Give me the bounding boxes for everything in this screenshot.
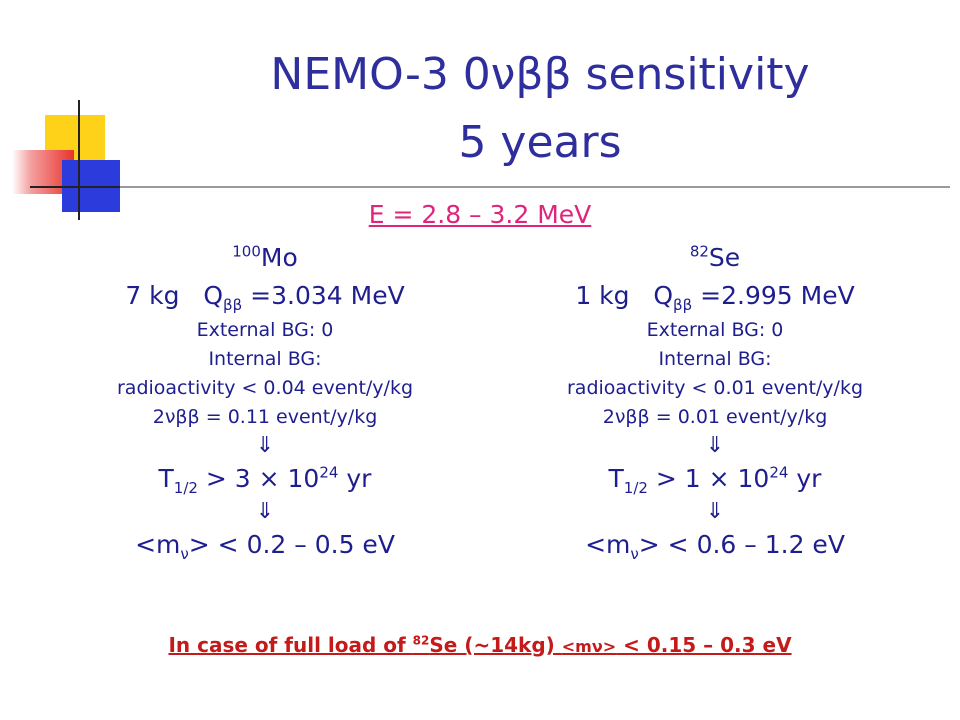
mass-label-nu: ν bbox=[630, 545, 639, 563]
q-value: =3.034 MeV bbox=[250, 281, 405, 310]
source-mass: 7 kg bbox=[125, 281, 180, 310]
isotope-symbol: Mo bbox=[260, 243, 298, 272]
down-arrow-icon: ⇓ bbox=[705, 433, 725, 458]
mass-and-q-value: 7 kg Qββ =3.034 MeV bbox=[30, 276, 500, 316]
down-arrow-icon: ⇓ bbox=[255, 499, 275, 524]
internal-bg: Internal BG: bbox=[208, 348, 322, 370]
two-nu-value: = 0.11 event/y/kg bbox=[205, 406, 378, 428]
energy-window: E = 2.8 – 3.2 MeV bbox=[368, 200, 592, 229]
mass-label-open: <m bbox=[585, 530, 631, 559]
mass-label-nu: ν bbox=[180, 545, 189, 563]
mass-range: < 0.6 – 1.2 eV bbox=[659, 530, 845, 559]
half-life-subscript: 1/2 bbox=[173, 479, 198, 497]
half-life-value: > 1 × 10 bbox=[647, 464, 770, 493]
external-bg: External BG: 0 bbox=[646, 319, 784, 341]
note-prefix: In case of full load of bbox=[168, 633, 413, 657]
isotope-label: 100Mo bbox=[30, 240, 500, 276]
radioactivity-bg: radioactivity < 0.01 event/y/kg bbox=[566, 377, 864, 399]
radioactivity-bg: radioactivity < 0.04 event/y/kg bbox=[116, 377, 414, 399]
se82-column: 82Se 1 kg Qββ =2.995 MeV External BG: 0 … bbox=[480, 240, 950, 564]
two-nu-bg: 2νββ = 0.01 event/y/kg bbox=[480, 403, 950, 432]
note-mass-range: < 0.15 – 0.3 eV bbox=[616, 633, 792, 657]
slide-title-line1: NEMO-3 0νββ sensitivity bbox=[270, 49, 810, 100]
q-subscript: ββ bbox=[223, 296, 243, 314]
mass-label-open: <m bbox=[135, 530, 181, 559]
deco-vertical-line bbox=[78, 100, 80, 220]
half-life-limit: T1/2 > 1 × 1024 yr bbox=[480, 460, 950, 498]
down-arrow-icon: ⇓ bbox=[705, 499, 725, 524]
half-life-symbol: T bbox=[158, 464, 174, 493]
slide-title-line2: 5 years bbox=[458, 117, 622, 168]
two-nu-label: 2νββ bbox=[152, 406, 200, 428]
mass-and-q-value: 1 kg Qββ =2.995 MeV bbox=[480, 276, 950, 316]
deco-horizontal-line bbox=[30, 186, 950, 188]
down-arrow-icon: ⇓ bbox=[255, 433, 275, 458]
isotope-symbol: Se bbox=[708, 243, 741, 272]
half-life-exponent: 24 bbox=[769, 463, 789, 482]
internal-bg: Internal BG: bbox=[658, 348, 772, 370]
half-life-limit: T1/2 > 3 × 1024 yr bbox=[30, 460, 500, 498]
q-label: Q bbox=[203, 281, 224, 310]
note-isotope-mass: 82 bbox=[412, 633, 430, 648]
neutrino-mass-limit: <mν> < 0.6 – 1.2 eV bbox=[480, 526, 950, 564]
note-middle: Se (~14kg) bbox=[429, 633, 562, 657]
q-label: Q bbox=[653, 281, 674, 310]
q-value: =2.995 MeV bbox=[700, 281, 855, 310]
mass-label-close: > bbox=[638, 530, 660, 559]
two-nu-value: = 0.01 event/y/kg bbox=[655, 406, 828, 428]
half-life-subscript: 1/2 bbox=[623, 479, 648, 497]
external-bg: External BG: 0 bbox=[196, 319, 334, 341]
full-load-note: In case of full load of 82Se (~14kg) <mν… bbox=[0, 633, 960, 657]
q-subscript: ββ bbox=[673, 296, 693, 314]
half-life-unit: yr bbox=[338, 464, 372, 493]
half-life-value: > 3 × 10 bbox=[197, 464, 320, 493]
deco-short-horizontal-line bbox=[30, 186, 120, 188]
two-nu-label: 2νββ bbox=[602, 406, 650, 428]
note-neutrino-mass-label: <mν> bbox=[561, 637, 617, 656]
isotope-label: 82Se bbox=[480, 240, 950, 276]
half-life-exponent: 24 bbox=[319, 463, 339, 482]
mass-label-close: > bbox=[188, 530, 210, 559]
isotope-mass-number: 82 bbox=[689, 242, 709, 261]
mo100-column: 100Mo 7 kg Qββ =3.034 MeV External BG: 0… bbox=[30, 240, 500, 564]
mass-range: < 0.2 – 0.5 eV bbox=[209, 530, 395, 559]
source-mass: 1 kg bbox=[575, 281, 630, 310]
two-nu-bg: 2νββ = 0.11 event/y/kg bbox=[30, 403, 500, 432]
neutrino-mass-limit: <mν> < 0.2 – 0.5 eV bbox=[30, 526, 500, 564]
half-life-symbol: T bbox=[608, 464, 624, 493]
isotope-mass-number: 100 bbox=[232, 242, 261, 261]
half-life-unit: yr bbox=[788, 464, 822, 493]
